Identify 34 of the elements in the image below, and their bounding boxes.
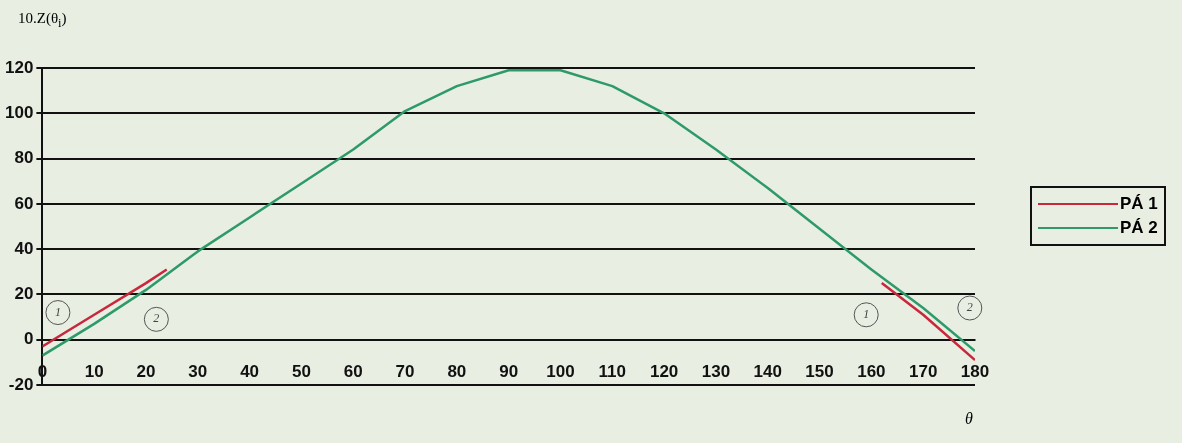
x-tick-label: 40 xyxy=(240,361,260,381)
y-tick-label: 120 xyxy=(4,57,34,77)
annotation: 1 xyxy=(54,304,61,319)
annotation: 1 xyxy=(863,306,870,321)
y-axis-title: 10.Z(θ$_{i}$) xyxy=(18,10,67,31)
annotation: 2 xyxy=(966,300,973,315)
x-tick-label: 10 xyxy=(84,361,104,381)
legend-label: PÁ 1 xyxy=(1120,193,1158,215)
x-tick-label: 50 xyxy=(291,361,311,381)
x-tick-label: 80 xyxy=(447,361,467,381)
x-tick-label: 140 xyxy=(753,361,782,381)
x-tick-label: 90 xyxy=(499,361,519,381)
x-tick-label: 70 xyxy=(395,361,415,381)
x-tick-label: 120 xyxy=(649,361,679,381)
y-tick-label: 60 xyxy=(14,193,34,213)
x-tick-label: 180 xyxy=(960,361,990,381)
y-tick-label: 80 xyxy=(14,148,34,168)
x-tick-label: 20 xyxy=(136,361,156,381)
x-tick-label: 110 xyxy=(598,361,627,381)
x-tick-label: 60 xyxy=(343,361,363,381)
x-axis-title: θ xyxy=(965,410,973,428)
x-tick-label: 30 xyxy=(188,361,208,381)
x-tick-label: 160 xyxy=(857,361,886,381)
y-tick-label: 0 xyxy=(23,329,34,349)
y-tick-label: 40 xyxy=(14,238,34,258)
y-tick-label: -20 xyxy=(8,374,34,394)
y-tick-label: 100 xyxy=(4,102,34,122)
y-tick-label: 20 xyxy=(14,284,34,304)
legend-label: PÁ 2 xyxy=(1120,217,1158,239)
x-tick-label: 100 xyxy=(546,361,575,381)
x-tick-label: 150 xyxy=(805,361,834,381)
x-tick-label: 130 xyxy=(701,361,731,381)
x-tick-label: 170 xyxy=(909,361,938,381)
annotation: 2 xyxy=(153,311,160,326)
